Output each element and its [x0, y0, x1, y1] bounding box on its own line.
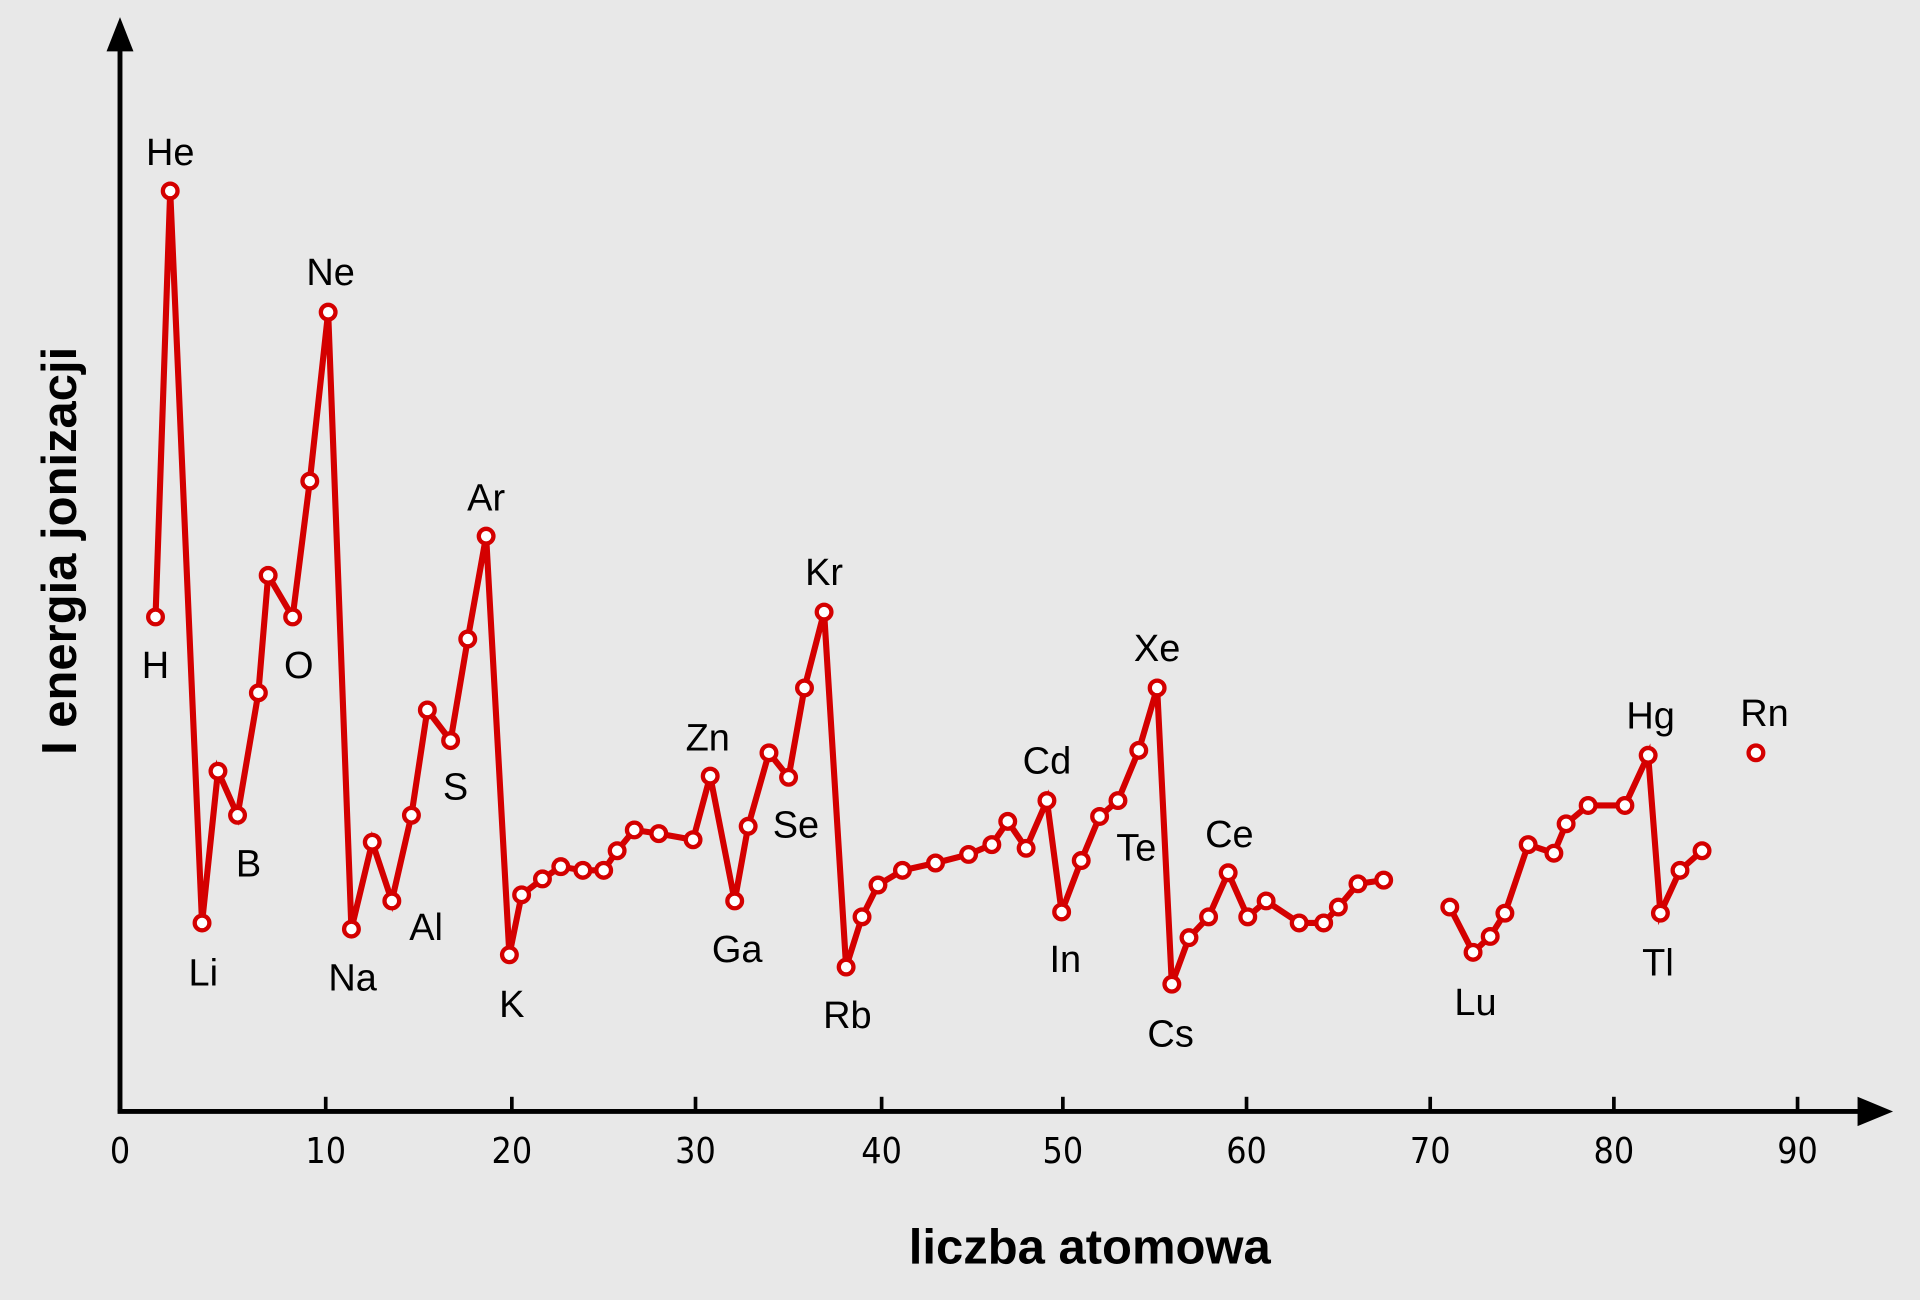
x-tick-labels: 0 10 20 30 40 50 60 70 80 90 [110, 1131, 1818, 1172]
label-xe: Xe [1134, 628, 1180, 670]
label-cd: Cd [1023, 741, 1072, 783]
label-s: S [443, 766, 468, 808]
y-axis-title: I energia jonizacji [33, 347, 87, 755]
x-axis-arrow-icon [1857, 1096, 1894, 1127]
series-line-2 [1447, 743, 1705, 958]
label-se: Se [773, 804, 819, 846]
x-tick-label: 30 [675, 1131, 716, 1172]
label-rb: Rb [823, 995, 872, 1037]
x-tick-label: 70 [1410, 1131, 1451, 1172]
label-kr: Kr [805, 552, 843, 594]
label-zn: Zn [686, 717, 730, 759]
label-na: Na [328, 957, 377, 999]
rn-point [1746, 743, 1766, 763]
element-labels: He Ne Ar Kr Xe Zn Cd Hg Rn Ce H O Li B N… [142, 132, 1789, 1055]
label-hg: Hg [1626, 695, 1675, 737]
x-tick-label: 90 [1777, 1131, 1818, 1172]
x-tick-label: 10 [305, 1131, 346, 1172]
label-ce: Ce [1205, 814, 1254, 856]
label-h: H [142, 645, 169, 687]
label-li: Li [188, 952, 218, 994]
data-points [146, 181, 1766, 994]
series-line-1 [152, 190, 1385, 986]
x-tick-label: 40 [861, 1131, 902, 1172]
x-tick-label: 20 [492, 1131, 533, 1172]
x-tick-label: 0 [110, 1131, 130, 1172]
label-he: He [146, 132, 195, 174]
x-axis-title: liczba atomowa [909, 1220, 1272, 1274]
x-tick-label: 80 [1594, 1131, 1635, 1172]
label-ne: Ne [306, 252, 355, 294]
label-b: B [236, 843, 261, 885]
label-lu: Lu [1454, 982, 1496, 1024]
x-ticks [323, 1096, 1800, 1112]
label-k: K [499, 984, 524, 1026]
label-o: O [284, 645, 314, 687]
axes: 0 10 20 30 40 50 60 70 80 90 liczba atom… [33, 17, 1894, 1274]
label-te: Te [1116, 828, 1156, 870]
label-al: Al [409, 907, 443, 949]
label-cs: Cs [1147, 1014, 1193, 1056]
y-axis-arrow-icon [106, 17, 134, 52]
label-rn: Rn [1740, 693, 1789, 735]
label-in: In [1049, 939, 1081, 981]
x-tick-label: 50 [1043, 1131, 1084, 1172]
label-ga: Ga [712, 929, 764, 971]
x-tick-label: 60 [1226, 1131, 1267, 1172]
label-ar: Ar [467, 477, 505, 519]
label-tl: Tl [1642, 943, 1674, 985]
